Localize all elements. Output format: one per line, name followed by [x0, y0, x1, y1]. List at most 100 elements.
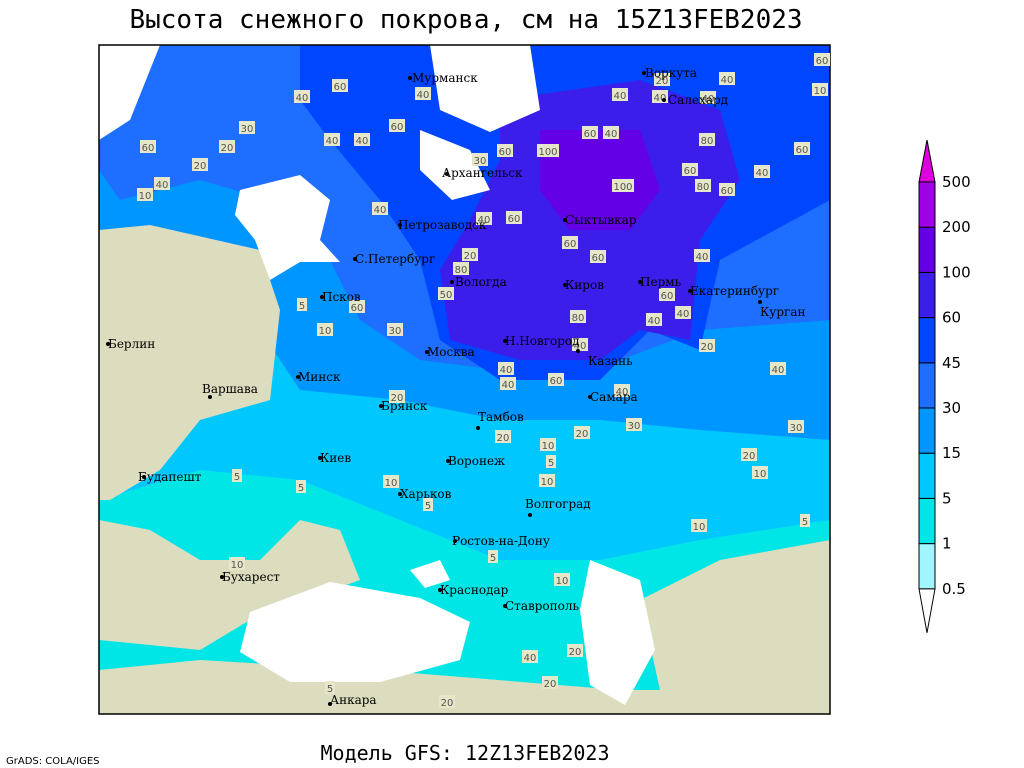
legend-swatch — [918, 452, 936, 499]
contour-label: 40 — [374, 205, 387, 216]
contour-label-bg — [423, 498, 433, 511]
legend-swatch — [918, 226, 936, 273]
city-label: С.Петербург — [355, 252, 435, 266]
sea — [235, 175, 340, 280]
contour-label: 10 — [385, 478, 398, 489]
contour-label: 20 — [194, 161, 207, 172]
city-dot — [379, 404, 383, 408]
contour-label: 10 — [693, 522, 706, 533]
contour-label: 60 — [499, 147, 512, 158]
contour-label-bg — [812, 83, 828, 96]
contour-label: 30 — [790, 423, 803, 434]
city-label: Тамбов — [478, 410, 524, 424]
contour-label-bg — [700, 91, 716, 104]
contour-label-bg — [439, 695, 455, 708]
contour-label-bg — [574, 426, 590, 439]
legend-label: 30 — [942, 399, 961, 417]
contour-label-bg — [590, 250, 606, 263]
contour-label-bg — [239, 121, 255, 134]
contour-label-bg — [372, 202, 388, 215]
contour-label: 10 — [754, 469, 767, 480]
contour-label-bg — [539, 474, 555, 487]
contour-label: 20 — [656, 76, 669, 87]
contour-label: 40 — [356, 136, 369, 147]
contour-label: 40 — [696, 252, 709, 263]
city-label: Ставрополь — [505, 599, 579, 613]
legend-swatch — [918, 271, 936, 319]
city-dot — [296, 375, 300, 379]
contour-label-bg — [741, 448, 757, 461]
contour-label: 40 — [772, 365, 785, 376]
contour-label-bg — [691, 519, 707, 532]
contour-label-bg — [626, 418, 642, 431]
contour-label: 40 — [296, 93, 309, 104]
contour-label: 40 — [702, 94, 715, 105]
city-label: Петрозаводск — [398, 218, 487, 232]
legend-swatch — [918, 543, 936, 590]
snow-zone — [540, 130, 660, 230]
city-label: Бухарест — [222, 570, 280, 584]
contour-label: 10 — [231, 560, 244, 571]
contour-label: 100 — [538, 147, 557, 158]
city-labels: Мурманск Воркута Салехард Архангельск Петроз… — [106, 66, 805, 707]
legend-label: 0.5 — [942, 580, 966, 598]
land — [640, 540, 830, 690]
contour-label: 60 — [796, 145, 809, 156]
contour-label-bg — [297, 298, 307, 311]
contour-label-bg — [794, 142, 810, 155]
city-label: Курган — [760, 305, 805, 319]
city-dot — [398, 223, 402, 227]
contour-label: 20 — [497, 433, 510, 444]
contour-label: 60 — [584, 129, 597, 140]
contour-label-bg — [472, 153, 488, 166]
city-label: Вологда — [455, 275, 507, 289]
contour-label-bg — [719, 72, 735, 85]
contour-label-bg — [497, 144, 513, 157]
city-label: Воркута — [645, 66, 697, 80]
contour-label-bg — [800, 514, 810, 527]
contour-label-bg — [554, 573, 570, 586]
contour-label-bg — [612, 88, 628, 101]
contour-label-bg — [654, 73, 670, 86]
contour-label-bg — [354, 133, 370, 146]
contour-label: 60 — [351, 303, 364, 314]
legend-swatch — [918, 362, 936, 409]
city-dot — [503, 604, 507, 608]
city-label: Архангельск — [442, 166, 523, 180]
contour-label: 5 — [425, 501, 431, 512]
contour-label-bg — [415, 87, 431, 100]
city-label: Псков — [322, 290, 361, 304]
contour-label: 20 — [544, 679, 557, 690]
sea — [99, 45, 160, 140]
contour-label: 40 — [677, 309, 690, 320]
contour-label-bg — [229, 557, 245, 570]
city-label: Киев — [320, 451, 351, 465]
contour-label: 5 — [298, 483, 304, 494]
contour-label-bg — [699, 339, 715, 352]
city-label: Н.Новгород — [505, 334, 580, 348]
contour-label: 20 — [576, 429, 589, 440]
contour-label-bg — [754, 165, 770, 178]
land — [99, 520, 360, 650]
contour-label: 40 — [574, 341, 587, 352]
legend-swatch — [918, 317, 936, 364]
legend-label: 200 — [942, 218, 971, 236]
sea — [580, 560, 655, 705]
legend-cap — [918, 588, 936, 633]
city-dot — [503, 339, 507, 343]
city-dot — [642, 71, 646, 75]
legend-label: 15 — [942, 444, 961, 462]
contour-label-bg — [453, 262, 469, 275]
contour-label: 20 — [464, 251, 477, 262]
contour-label: 40 — [156, 180, 169, 191]
contour-label: 40 — [654, 93, 667, 104]
sea — [410, 560, 450, 588]
legend-swatch — [918, 181, 936, 228]
contour-label: 60 — [391, 122, 404, 133]
contour-label-bg — [675, 306, 691, 319]
contour-label-bg — [537, 144, 559, 157]
contour-label-bg — [324, 133, 340, 146]
model-caption: Модель GFS: 12Z13FEB2023 — [321, 741, 610, 765]
city-label: Харьков — [400, 487, 452, 501]
